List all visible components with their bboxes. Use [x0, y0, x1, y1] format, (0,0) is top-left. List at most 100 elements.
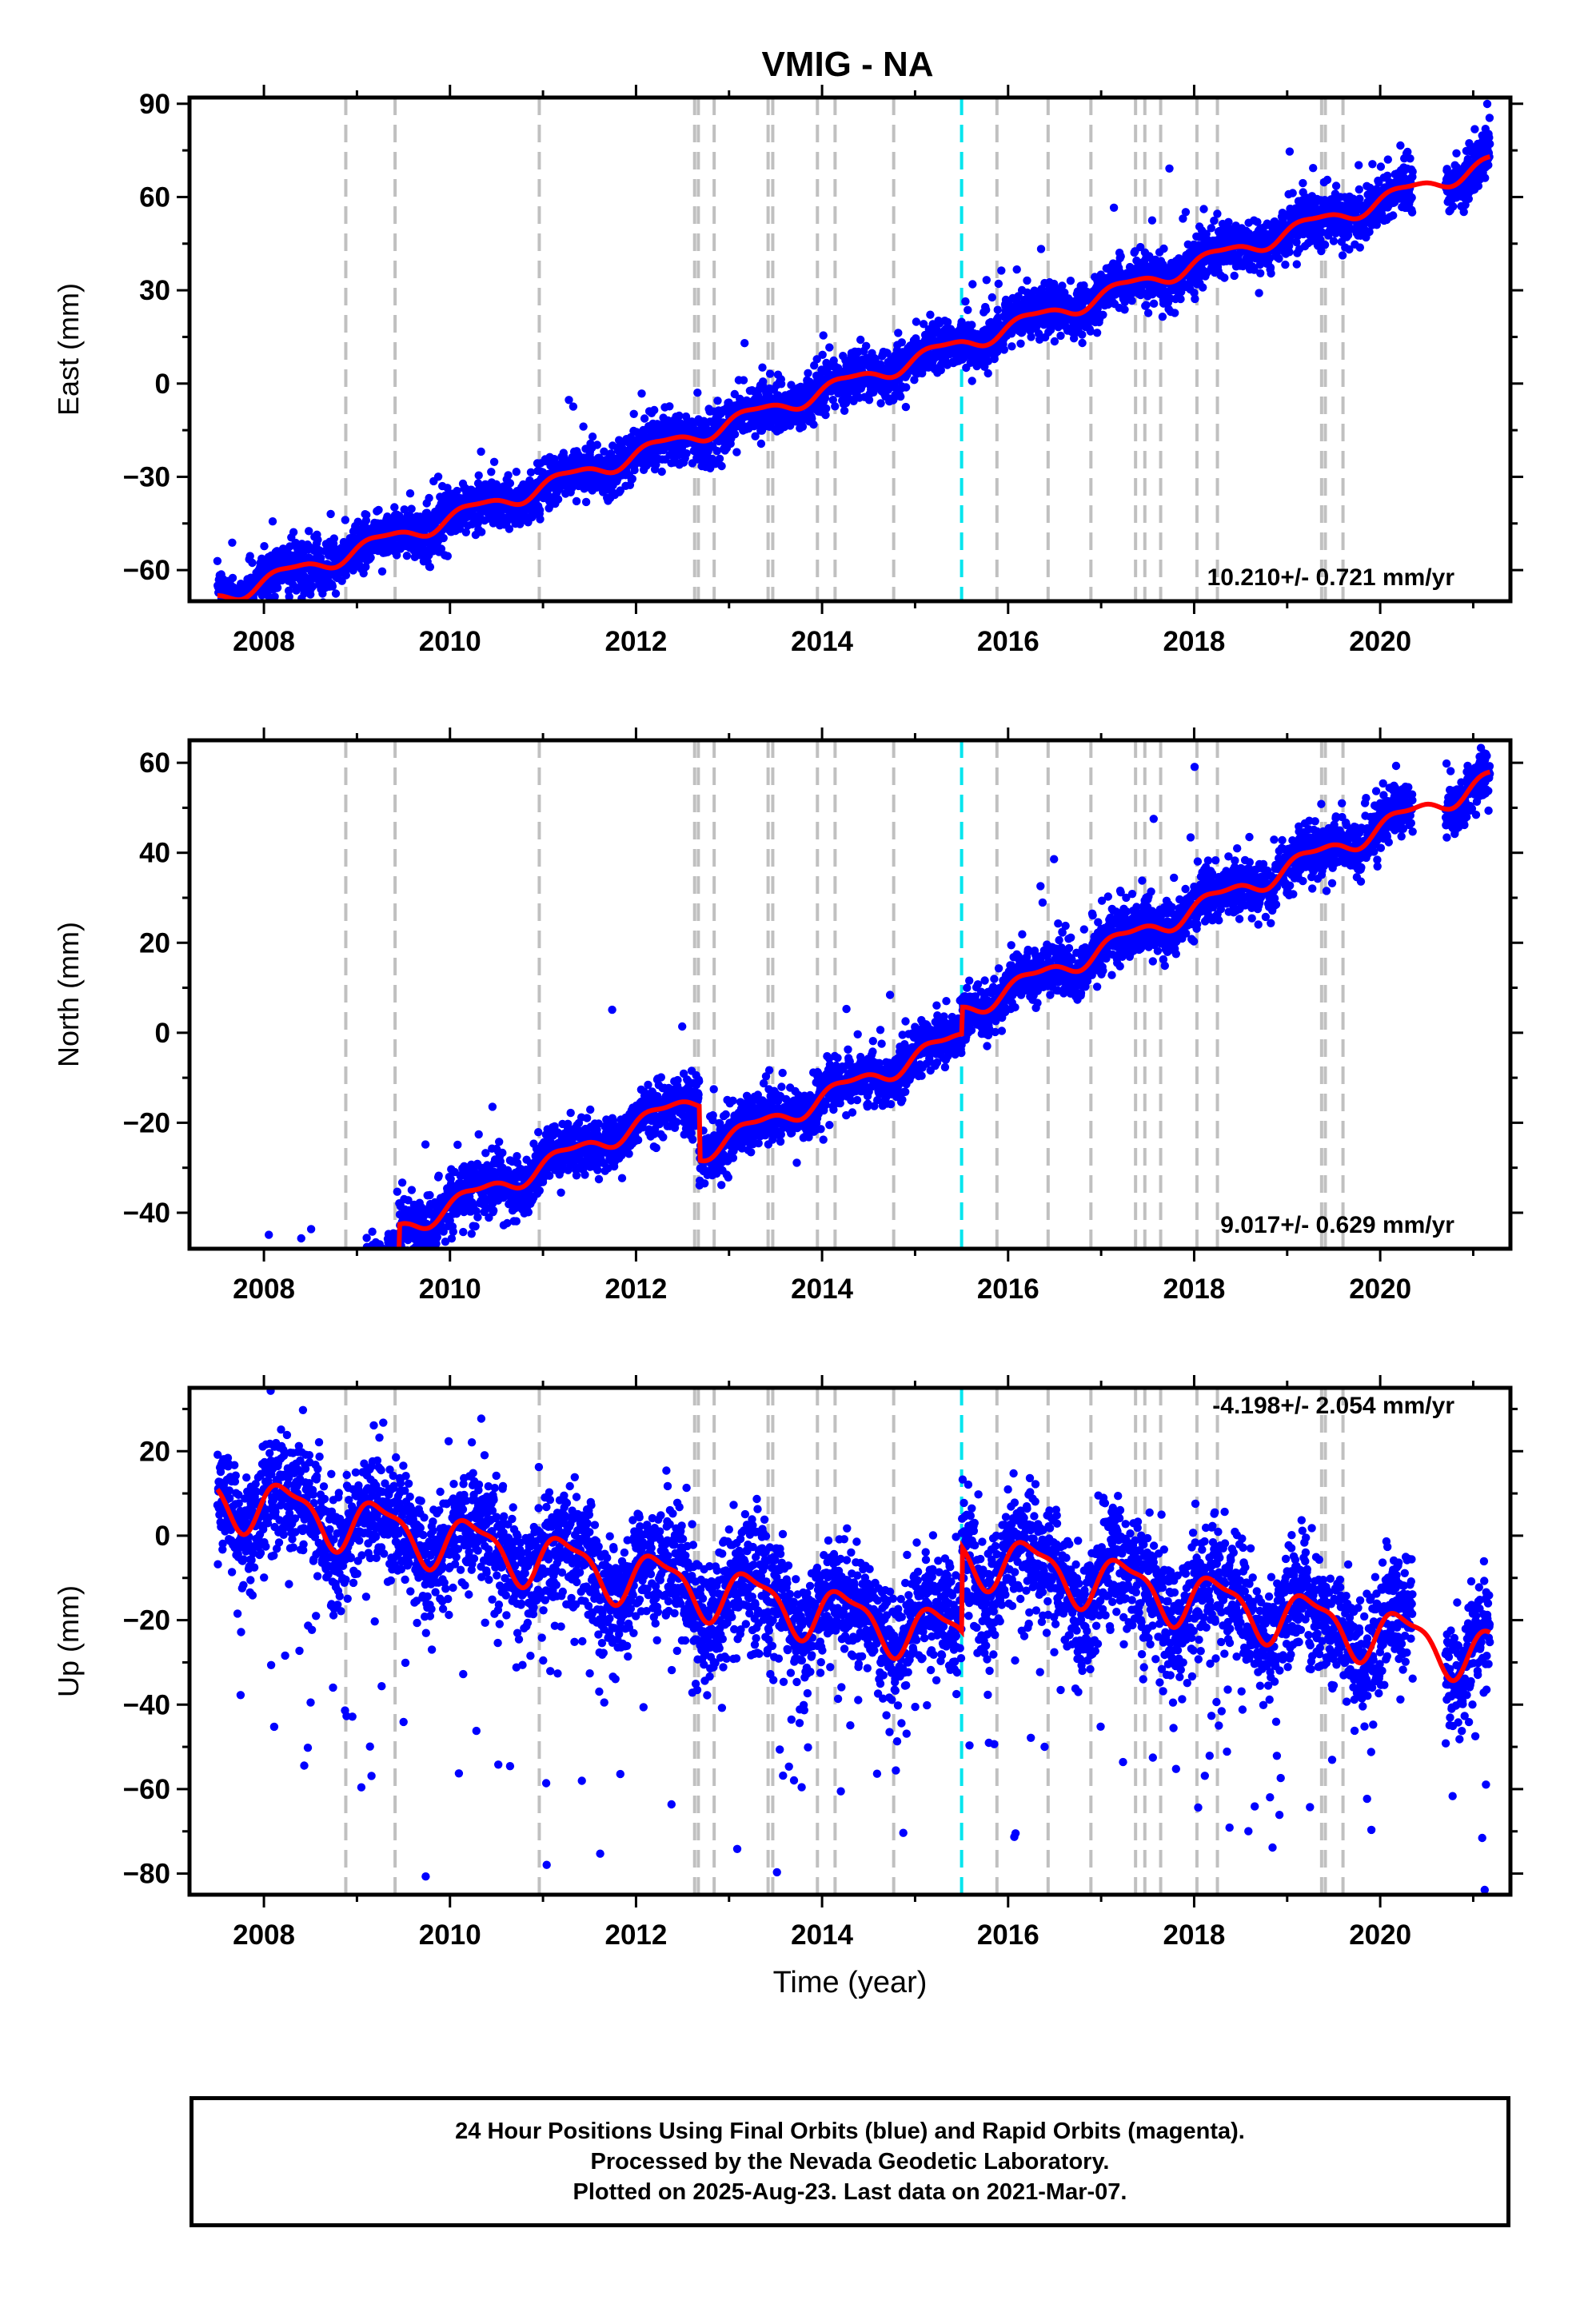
data-point: [991, 355, 999, 363]
data-point: [536, 515, 544, 523]
data-point: [1078, 339, 1086, 347]
data-point: [226, 614, 234, 622]
data-point: [1150, 300, 1158, 308]
data-point: [240, 613, 248, 621]
data-point: [332, 589, 340, 597]
data-point: [1199, 205, 1207, 213]
data-point: [235, 607, 243, 615]
data-point: [330, 534, 338, 542]
data-point: [1231, 272, 1239, 280]
x-tick-label: 2016: [977, 626, 1039, 657]
data-point: [896, 393, 904, 401]
data-point: [1408, 193, 1416, 201]
data-point: [856, 336, 864, 344]
data-point: [1409, 168, 1417, 176]
data-point: [234, 604, 242, 612]
data-point: [1452, 149, 1460, 157]
data-point: [731, 430, 739, 438]
data-point: [214, 1321, 222, 1329]
data-point: [477, 448, 485, 456]
final-orbit-points: [213, 731, 1494, 1377]
data-point: [1148, 217, 1156, 225]
data-point: [444, 552, 452, 560]
data-point: [1481, 173, 1489, 181]
data-point: [713, 397, 721, 405]
data-point: [968, 377, 976, 385]
data-point: [326, 510, 334, 518]
data-point: [1484, 161, 1492, 169]
data-point: [968, 280, 976, 288]
data-point: [693, 389, 701, 397]
data-point: [226, 605, 234, 613]
data-point: [214, 1325, 222, 1333]
data-point: [1207, 224, 1215, 232]
data-point: [902, 383, 910, 391]
data-point: [232, 603, 240, 611]
data-point: [235, 605, 243, 613]
data-point: [1389, 211, 1397, 219]
data-point: [804, 369, 812, 377]
data-point: [260, 542, 268, 550]
data-point: [964, 306, 972, 314]
data-point: [241, 608, 249, 616]
data-point: [1355, 161, 1363, 169]
data-point: [238, 618, 246, 626]
data-point: [593, 440, 601, 448]
data-point: [244, 615, 252, 623]
data-point: [213, 1333, 221, 1341]
data-point: [226, 603, 234, 611]
data-point: [242, 607, 250, 615]
data-point: [513, 468, 521, 476]
data-point: [214, 604, 222, 612]
data-point: [1406, 154, 1414, 162]
data-point: [1486, 114, 1494, 122]
data-point: [1159, 245, 1167, 253]
data-point: [1093, 329, 1101, 337]
data-point: [228, 539, 236, 547]
data-point: [225, 612, 233, 620]
plot-area-east: [213, 98, 1494, 630]
data-point: [1396, 142, 1404, 149]
data-point: [1470, 125, 1478, 133]
data-point: [1323, 176, 1331, 184]
data-point: [740, 376, 748, 384]
data-point: [1171, 309, 1179, 317]
model-fit-line: [217, 157, 1490, 600]
data-point: [809, 421, 817, 429]
data-point: [740, 339, 748, 347]
final-orbit-points: [213, 100, 1494, 630]
data-point: [1165, 165, 1173, 173]
y-tick-label: 30: [139, 275, 170, 306]
data-point: [341, 516, 349, 524]
data-point: [818, 351, 826, 359]
data-point: [223, 616, 231, 624]
data-point: [213, 557, 221, 565]
data-point: [213, 1333, 221, 1341]
x-tick-label: 2020: [1349, 626, 1411, 657]
data-point: [487, 468, 495, 476]
data-point: [215, 609, 223, 617]
data-point: [766, 369, 774, 377]
data-point: [213, 605, 221, 613]
data-point: [1120, 305, 1128, 313]
data-point: [218, 603, 226, 611]
y-axis-label: East (mm): [52, 283, 85, 416]
data-point: [229, 574, 237, 582]
data-point: [225, 603, 233, 611]
data-point: [215, 1311, 223, 1319]
data-point: [253, 602, 261, 610]
data-point: [1220, 273, 1228, 281]
data-point: [573, 497, 581, 505]
data-point: [490, 458, 498, 466]
data-point: [213, 1319, 221, 1327]
data-point: [536, 506, 544, 514]
data-point: [406, 489, 414, 497]
data-point: [407, 504, 415, 512]
data-point: [216, 609, 224, 617]
data-point: [1117, 253, 1125, 261]
data-point: [440, 534, 448, 542]
data-point: [1267, 269, 1275, 277]
